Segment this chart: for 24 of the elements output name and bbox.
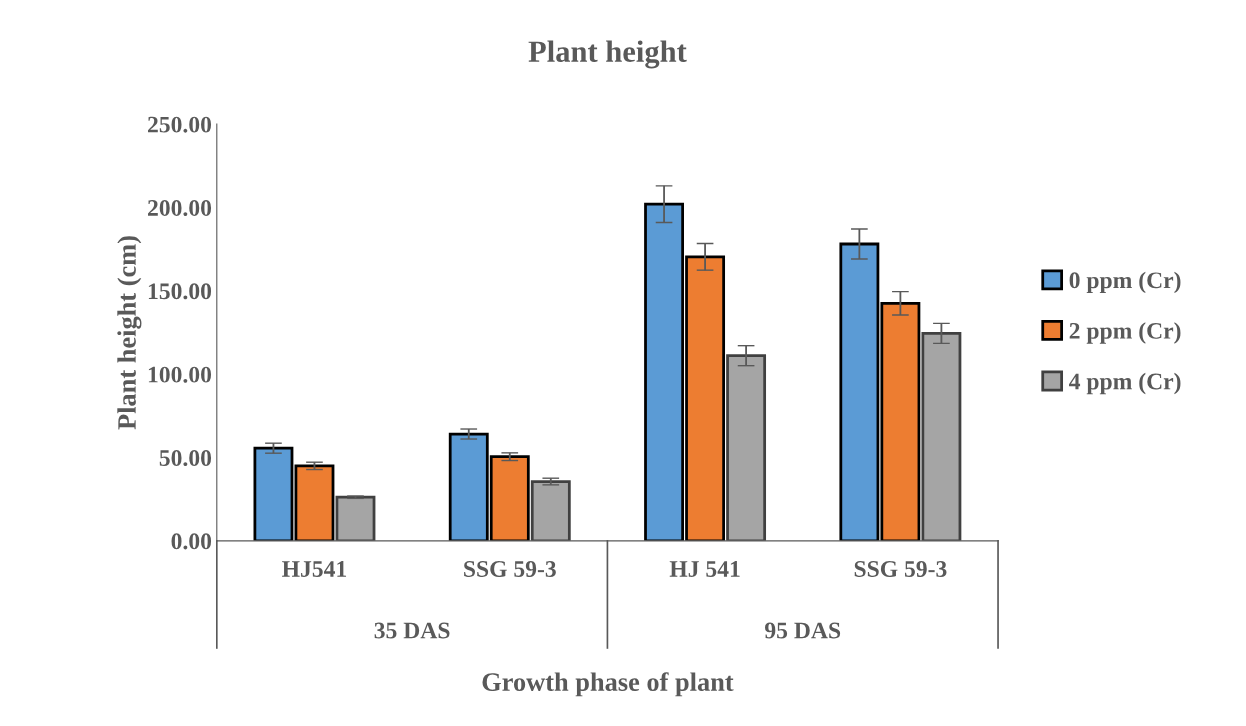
bar xyxy=(726,354,767,541)
x-tick-label: SSG 59-3 xyxy=(464,561,556,577)
bar xyxy=(335,495,376,541)
legend-label: 0 ppm (Cr) xyxy=(1069,271,1181,294)
y-tick-label: 100.00 xyxy=(148,366,212,383)
y-tick-label: 50.00 xyxy=(159,450,212,467)
x-tick-label: SSG 59-3 xyxy=(854,561,947,577)
x-tick-label: HJ 541 xyxy=(669,561,740,577)
text: 35 DAS xyxy=(374,622,450,639)
chart-title: Plant height xyxy=(528,40,687,69)
y-tick-label: 150.00 xyxy=(148,283,212,300)
y-tick-label: 0.00 xyxy=(171,533,212,550)
y-axis-title: Plant height (cm) xyxy=(117,236,142,430)
x-axis-title: Growth phase of plant xyxy=(482,672,734,697)
y-tick-label: 200.00 xyxy=(148,199,212,217)
y-tick-label: 250.00 xyxy=(148,116,212,133)
text: 95 DAS xyxy=(765,622,841,639)
legend-label: 4 ppm (Cr) xyxy=(1069,372,1181,395)
bar xyxy=(253,446,294,541)
x-tick-label: HJ541 xyxy=(282,561,347,577)
bar xyxy=(921,331,962,541)
bar xyxy=(294,464,335,541)
legend-label: 2 ppm (Cr) xyxy=(1069,322,1181,344)
bar xyxy=(530,480,571,541)
